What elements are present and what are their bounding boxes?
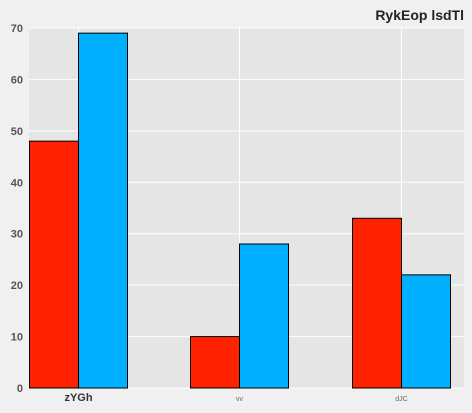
y-tick-label: 0 bbox=[17, 383, 23, 395]
x-tick-label: vv bbox=[236, 396, 244, 403]
bar bbox=[401, 274, 451, 389]
y-tick-label: 10 bbox=[11, 332, 23, 344]
bar bbox=[29, 140, 79, 389]
chart-title: RykEop lsdTl bbox=[375, 7, 464, 23]
bar bbox=[78, 32, 128, 389]
x-axis: zYGh vv dJC bbox=[64, 392, 407, 404]
bar-layer bbox=[29, 32, 451, 389]
bar bbox=[190, 336, 240, 389]
y-axis: 0 10 20 30 40 50 60 70 bbox=[11, 23, 23, 395]
bar bbox=[239, 243, 289, 389]
x-tick-label: dJC bbox=[395, 396, 407, 403]
y-tick-label: 50 bbox=[11, 126, 23, 138]
y-tick-label: 60 bbox=[11, 74, 23, 86]
x-tick-label: zYGh bbox=[64, 392, 92, 404]
y-tick-label: 30 bbox=[11, 229, 23, 241]
bar bbox=[352, 217, 402, 389]
y-tick-label: 70 bbox=[11, 23, 23, 35]
y-tick-label: 20 bbox=[11, 280, 23, 292]
y-tick-label: 40 bbox=[11, 177, 23, 189]
